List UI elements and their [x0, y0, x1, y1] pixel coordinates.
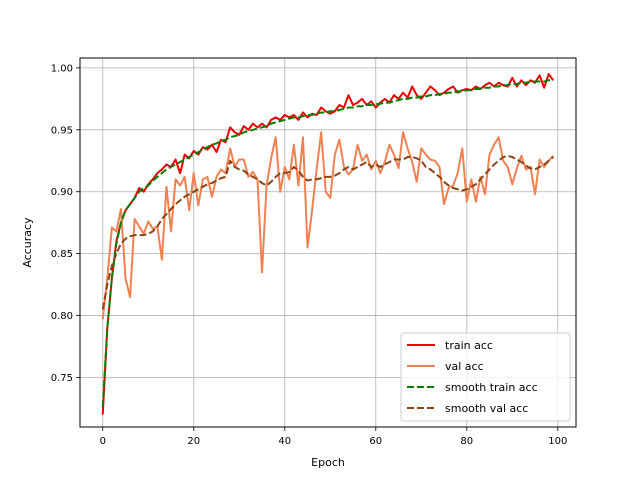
series-line-smooth-val-acc [101, 154, 554, 310]
y-axis-label: Accuracy [21, 217, 34, 268]
legend-box [400, 332, 571, 422]
x-tick-label: 60 [369, 436, 382, 447]
axis-ticks: 0 20 40 60 80 100 0.75 0.80 0.85 0.90 0.95 1.00 [51, 63, 568, 447]
x-tick-label: 20 [187, 436, 200, 447]
y-tick-label: 0.90 [51, 187, 73, 198]
y-tick-label: 1.00 [51, 63, 73, 74]
legend-label: train acc [445, 339, 493, 352]
legend-label: smooth val acc [445, 402, 528, 415]
x-tick-label: 40 [278, 436, 291, 447]
legend-label: smooth train acc [445, 381, 538, 394]
x-tick-label: 80 [460, 436, 473, 447]
legend-label: val acc [445, 360, 484, 373]
series-line-smooth-train-acc [101, 79, 554, 408]
x-tick-label: 0 [100, 436, 106, 447]
x-tick-label: 100 [548, 436, 567, 447]
x-axis-label: Epoch [311, 456, 345, 469]
plot-frame [79, 57, 577, 428]
y-tick-label: 0.85 [51, 249, 73, 260]
y-tick-label: 0.75 [51, 373, 73, 384]
legend: train acc val acc smooth train acc smooth v… [400, 332, 571, 422]
series-lines [101, 73, 555, 415]
y-tick-label: 0.80 [51, 311, 73, 322]
series-line-val-acc [101, 131, 554, 320]
y-tick-label: 0.95 [51, 125, 73, 136]
